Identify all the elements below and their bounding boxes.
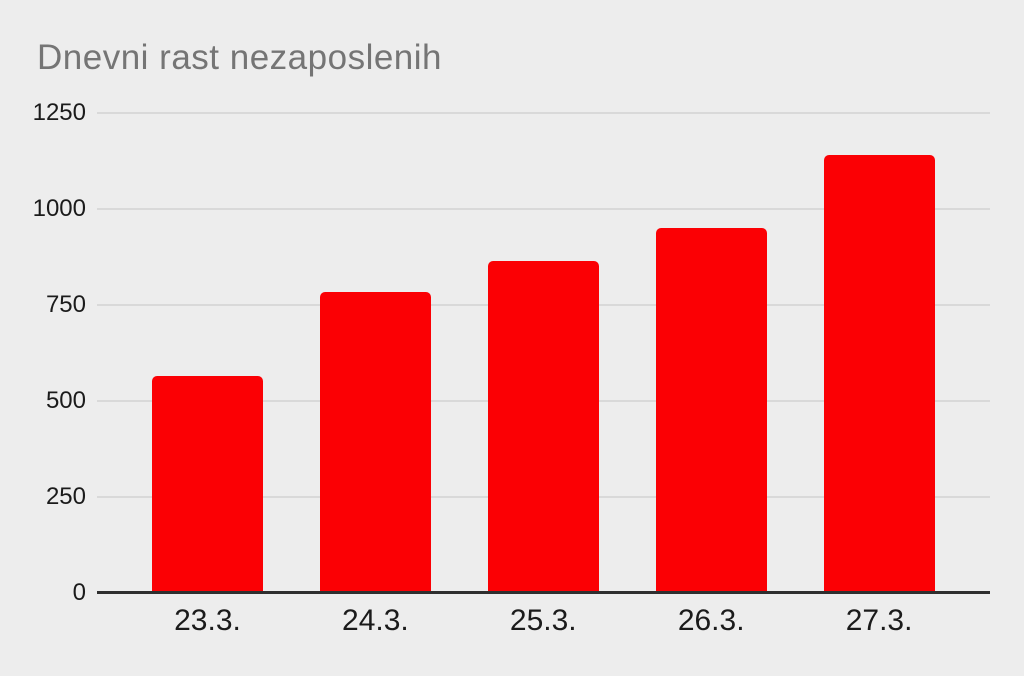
x-tick-label: 26.3. — [677, 604, 745, 637]
y-tick-label: 750 — [45, 291, 86, 318]
bar-25.3. — [487, 260, 599, 593]
y-tick-label: 500 — [45, 387, 86, 414]
y-tick-label: 1250 — [32, 99, 86, 126]
x-tick-label: 24.3. — [342, 604, 409, 637]
plot-area — [97, 112, 990, 594]
bar-27.3. — [823, 155, 935, 593]
x-tick-label: 23.3. — [174, 604, 241, 637]
gridline — [97, 208, 990, 210]
bar-23.3. — [152, 376, 263, 593]
y-axis: 0 250 500 750 1000 1250 — [0, 99, 86, 606]
y-tick-label: 1000 — [32, 195, 86, 222]
chart-title: Dnevni rast nezaposlenih — [37, 38, 443, 77]
x-tick-label: 25.3. — [509, 604, 577, 637]
x-axis-baseline — [97, 591, 990, 594]
gridline — [97, 112, 990, 114]
y-tick-label: 0 — [72, 579, 86, 606]
bar-26.3. — [655, 228, 767, 593]
x-axis: 23.3. 24.3. 25.3. 26.3. 27.3. — [97, 604, 990, 646]
x-tick-label: 27.3. — [845, 604, 913, 637]
y-tick-label: 250 — [45, 483, 86, 510]
bar-24.3. — [319, 291, 431, 593]
